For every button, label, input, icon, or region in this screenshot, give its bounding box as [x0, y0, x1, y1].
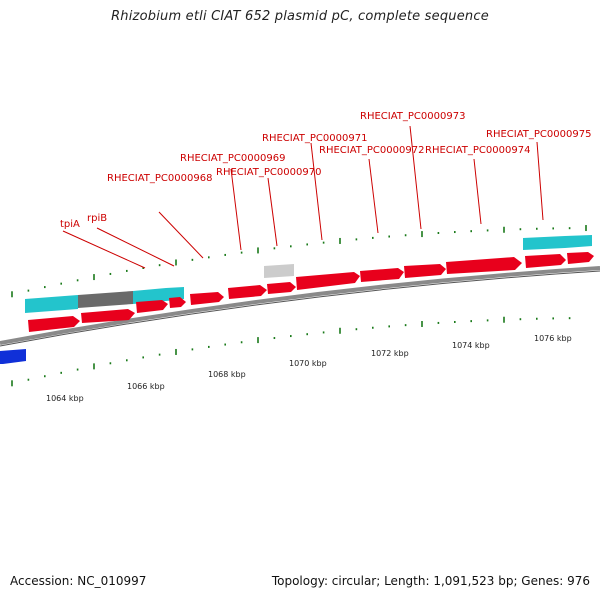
scale-labels: 1064 kbp 1066 kbp 1068 kbp 1070 kbp 1072…	[46, 334, 572, 403]
gene-label: RHECIAT_PC0000971	[262, 133, 367, 144]
gene-label: RHECIAT_PC0000970	[216, 167, 321, 178]
gene-cyan-feature[interactable]	[565, 235, 592, 248]
leader-line	[267, 177, 278, 247]
leader-line	[409, 125, 422, 230]
leader-line	[310, 142, 323, 241]
gene-cyan-feature[interactable]	[25, 295, 78, 313]
leader-line	[473, 158, 482, 225]
gene-label: RHECIAT_PC0000972	[319, 145, 424, 156]
cds-arrow[interactable]	[28, 316, 80, 332]
gene-label: RHECIAT_PC0000973	[360, 111, 465, 122]
cds-strand-features	[28, 252, 594, 332]
gene-label: rpiB	[87, 213, 107, 224]
label-leader-lines	[62, 125, 544, 269]
gene-label: RHECIAT_PC0000974	[425, 145, 530, 156]
leader-line	[158, 211, 204, 259]
outer-tick-track	[11, 225, 587, 298]
leader-line	[536, 141, 544, 221]
gene-grey-feature[interactable]	[78, 291, 133, 308]
leader-line	[96, 227, 175, 267]
backbone-arc	[0, 266, 600, 345]
gene-cyan-feature[interactable]	[133, 288, 166, 304]
cds-arrow[interactable]	[567, 252, 594, 264]
gene-label: RHECIAT_PC0000975	[486, 129, 591, 140]
cds-arrow[interactable]	[360, 268, 404, 282]
leader-line	[230, 168, 242, 251]
blue-feature[interactable]	[0, 349, 26, 364]
gene-labels: tpiA rpiB RHECIAT_PC0000968 RHECIAT_PC00…	[60, 111, 591, 230]
cds-arrow[interactable]	[525, 254, 566, 268]
inner-tick-track	[11, 316, 571, 387]
map-title: Rhizobium etli CIAT 652 plasmid pC, comp…	[111, 9, 489, 24]
scale-label: 1070 kbp	[289, 359, 327, 368]
gene-label: RHECIAT_PC0000969	[180, 153, 285, 164]
scale-label: 1074 kbp	[452, 341, 490, 350]
scale-label: 1072 kbp	[371, 349, 409, 358]
cds-arrow[interactable]	[228, 285, 267, 299]
forward-strand-features	[25, 235, 592, 313]
cds-arrow[interactable]	[296, 272, 360, 290]
cds-arrow[interactable]	[136, 300, 168, 313]
cds-arrow[interactable]	[446, 257, 522, 274]
cds-arrow[interactable]	[190, 292, 224, 305]
backbone-arc-shadow	[0, 270, 600, 347]
gene-light-feature[interactable]	[264, 264, 294, 278]
gene-label: RHECIAT_PC0000968	[107, 173, 212, 184]
cds-arrow[interactable]	[267, 282, 296, 294]
scale-label: 1076 kbp	[534, 334, 572, 343]
scale-label: 1064 kbp	[46, 394, 84, 403]
accession-text: Accession: NC_010997	[10, 574, 147, 588]
gene-label: tpiA	[60, 219, 80, 230]
cds-arrow[interactable]	[169, 297, 186, 308]
gene-cyan-feature[interactable]	[523, 236, 565, 250]
scale-label: 1066 kbp	[127, 382, 165, 391]
leader-line	[368, 158, 379, 234]
topology-info-text: Topology: circular; Length: 1,091,523 bp…	[271, 574, 590, 588]
leader-line	[62, 230, 146, 269]
cds-arrow[interactable]	[81, 309, 135, 323]
scale-label: 1068 kbp	[208, 370, 246, 379]
cds-arrow[interactable]	[404, 264, 446, 278]
